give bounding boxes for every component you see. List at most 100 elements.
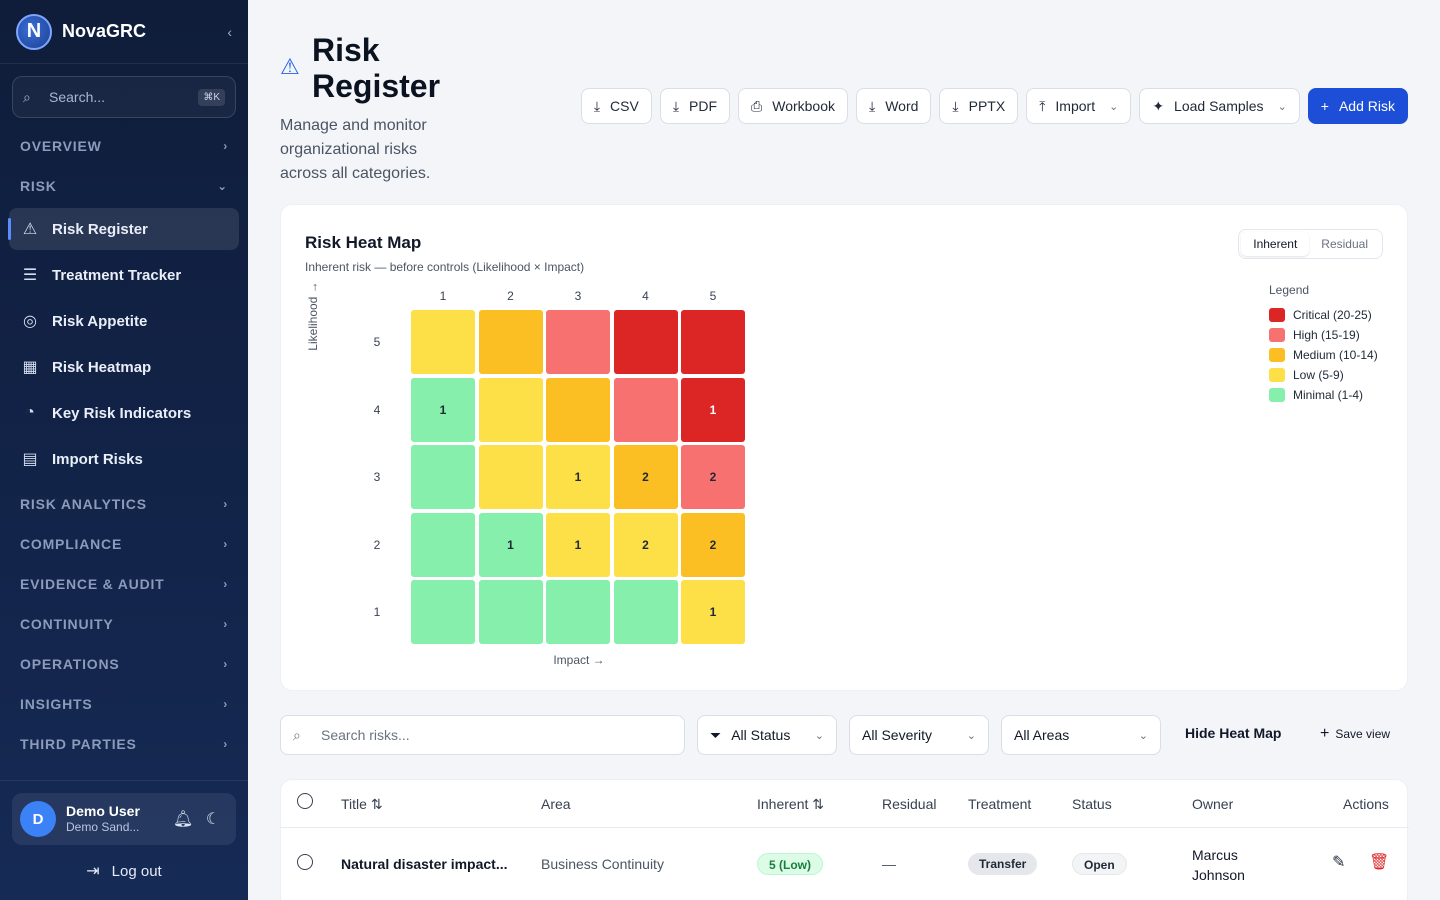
section-label: CONTINUITY <box>20 616 114 632</box>
chevron-down-icon: ⌄ <box>1109 100 1119 113</box>
heatmap-cell[interactable] <box>478 377 543 442</box>
export-word-button[interactable]: ⤓ Word <box>856 88 932 124</box>
section-compliance[interactable]: COMPLIANCE › <box>0 524 248 564</box>
section-label: RISK ANALYTICS <box>20 496 147 512</box>
row-select-checkbox[interactable] <box>297 854 313 870</box>
status-filter[interactable]: ⏷ All Status ⌄ <box>697 715 837 755</box>
heatmap-cell[interactable] <box>478 445 543 509</box>
sidebar-item-treatment-tracker[interactable]: ☰ Treatment Tracker <box>9 254 239 296</box>
toggle-inherent[interactable]: Inherent <box>1241 232 1310 256</box>
chevron-right-icon: › <box>223 697 228 711</box>
heatmap-cell[interactable]: 1 <box>681 377 745 442</box>
heatmap-cell[interactable] <box>613 377 678 442</box>
heatmap-cell[interactable] <box>411 445 475 509</box>
export-pptx-button[interactable]: ⤓ PPTX <box>939 88 1019 124</box>
heatmap-cell[interactable] <box>613 580 678 644</box>
section-evidence-audit[interactable]: EVIDENCE & AUDIT › <box>0 564 248 604</box>
heatmap-cell[interactable] <box>681 310 745 374</box>
sidebar-item-risk-heatmap[interactable]: ▦ Risk Heatmap <box>9 346 239 388</box>
y-tick-label: 5 <box>373 335 381 349</box>
shortcut-badge: ⌘K <box>198 88 225 106</box>
logout-button[interactable]: ⇥ Log out <box>0 853 248 889</box>
sidebar-item-label: Risk Heatmap <box>52 358 152 376</box>
warning-triangle-icon: ⚠ <box>22 221 38 238</box>
heatmap-cell[interactable]: 1 <box>478 512 543 577</box>
heatmap-cell[interactable]: 1 <box>546 445 610 509</box>
sidebar-footer: D Demo User Demo Sand... 🔔︎ ☾ ⇥ Log out <box>0 780 248 900</box>
novagrc-logo[interactable]: N <box>16 13 52 50</box>
sidebar-item-risk-appetite[interactable]: ◎ Risk Appetite <box>9 300 239 342</box>
chevron-right-icon: › <box>223 537 228 551</box>
risk-title[interactable]: Natural disaster impact... <box>341 856 508 872</box>
heatmap-cell[interactable]: 2 <box>681 512 745 577</box>
legend-swatch <box>1269 368 1285 382</box>
heatmap-cell[interactable]: 2 <box>613 445 678 509</box>
target-icon: ◎ <box>23 313 37 330</box>
risk-search-input[interactable] <box>321 727 661 743</box>
user-org: Demo Sand... <box>66 820 140 835</box>
section-operations[interactable]: OPERATIONS › <box>0 644 248 684</box>
chevron-down-icon: ⌄ <box>1277 100 1287 113</box>
section-third-parties[interactable]: THIRD PARTIES › <box>0 724 248 764</box>
load-samples-dropdown-button[interactable]: ✦ Load Samples ⌄ <box>1139 88 1300 124</box>
heatmap-cell[interactable] <box>411 310 475 374</box>
section-insights[interactable]: INSIGHTS › <box>0 684 248 724</box>
button-label: Workbook <box>772 98 836 114</box>
sidebar-item-key-risk-indicators[interactable]: ◔ Key Risk Indicators <box>9 392 239 434</box>
section-continuity[interactable]: CONTINUITY › <box>0 604 248 644</box>
user-card[interactable]: D Demo User Demo Sand... 🔔︎ ☾ <box>12 793 236 845</box>
button-label: PPTX <box>968 98 1006 114</box>
moon-icon[interactable]: ☾ <box>205 811 221 828</box>
avatar[interactable]: D <box>20 801 56 837</box>
heatmap-cell[interactable]: 2 <box>681 445 745 509</box>
sidebar-search[interactable]: ⌕ Search... ⌘K <box>12 76 236 118</box>
hide-heat-map-button[interactable]: Hide Heat Map <box>1185 725 1282 741</box>
filter-icon: ⏷ <box>710 726 722 743</box>
column-inherent[interactable]: Inherent ⇅ <box>757 796 824 813</box>
heatmap-cell[interactable] <box>546 310 610 374</box>
sidebar-item-risk-register[interactable]: ⚠ Risk Register <box>8 208 239 250</box>
chevron-right-icon: › <box>223 497 228 511</box>
section-risk-analytics[interactable]: RISK ANALYTICS › <box>0 484 248 524</box>
heatmap-cell[interactable]: 1 <box>681 580 745 644</box>
table-row[interactable]: Natural disaster impact... Business Cont… <box>281 828 1409 900</box>
section-overview[interactable]: OVERVIEW › <box>0 126 248 166</box>
risk-search[interactable]: ⌕ <box>280 715 685 755</box>
bell-icon[interactable]: 🔔︎ <box>172 811 194 828</box>
heatmap-cell[interactable] <box>411 512 475 577</box>
risk-area: Business Continuity <box>541 856 664 872</box>
legend-swatch <box>1269 308 1285 322</box>
export-csv-button[interactable]: ⤓ CSV <box>580 88 652 124</box>
heatmap-cell[interactable] <box>478 310 543 374</box>
chevron-left-icon[interactable]: ‹ <box>227 23 232 40</box>
heatmap-cell[interactable]: 1 <box>546 512 610 577</box>
status-badge: Open <box>1072 853 1127 875</box>
heatmap-cell[interactable] <box>411 580 475 644</box>
heatmap-cell[interactable] <box>478 580 543 644</box>
heatmap-cell[interactable] <box>613 310 678 374</box>
heatmap-cell[interactable] <box>546 580 610 644</box>
trash-icon[interactable]: 🗑︎ <box>1369 854 1390 871</box>
edit-icon[interactable]: ✎ <box>1332 854 1346 871</box>
sort-icon: ⇅ <box>812 796 824 812</box>
chevron-down-icon: ⌄ <box>814 729 824 742</box>
chevron-down-icon: ⌄ <box>217 179 228 193</box>
toggle-residual[interactable]: Residual <box>1321 237 1368 251</box>
add-risk-button[interactable]: + Add Risk <box>1307 88 1408 124</box>
export-pdf-button[interactable]: ⤓ PDF <box>659 88 731 124</box>
select-all-checkbox[interactable] <box>297 793 313 809</box>
area-filter[interactable]: All Areas ⌄ <box>1001 715 1161 755</box>
severity-filter[interactable]: All Severity ⌄ <box>849 715 989 755</box>
section-risk[interactable]: RISK ⌄ <box>0 166 248 206</box>
page-subtitle: Manage and monitor organizational risks … <box>280 117 431 182</box>
heatmap-cell[interactable] <box>546 377 610 442</box>
export-workbook-button[interactable]: ⎙ Workbook <box>738 88 849 124</box>
legend-item: Low (5-9) <box>1269 365 1378 385</box>
column-title[interactable]: Title ⇅ <box>341 796 383 813</box>
heatmap-cell[interactable]: 1 <box>411 377 475 442</box>
import-dropdown-button[interactable]: ⤒ Import ⌄ <box>1026 88 1132 124</box>
heatmap-cell[interactable]: 2 <box>613 512 678 577</box>
save-view-button[interactable]: + Save view <box>1320 725 1390 743</box>
sidebar-item-import-risks[interactable]: ▤ Import Risks <box>9 438 239 480</box>
